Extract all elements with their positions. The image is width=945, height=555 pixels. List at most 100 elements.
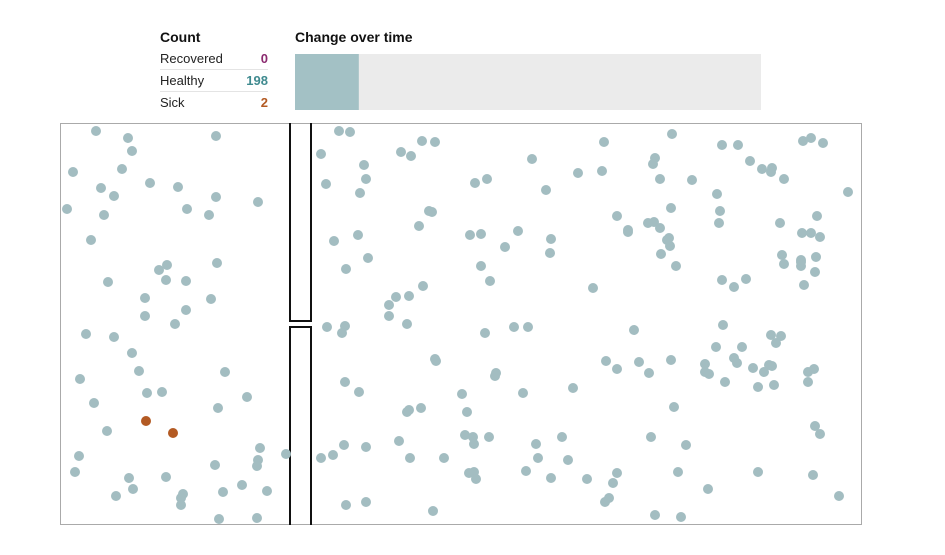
healthy-dot xyxy=(655,223,665,233)
healthy-dot xyxy=(797,228,807,238)
healthy-dot xyxy=(753,467,763,477)
healthy-dot xyxy=(75,374,85,384)
healthy-dot xyxy=(597,166,607,176)
healthy-label: Healthy xyxy=(160,73,205,88)
healthy-dot xyxy=(89,398,99,408)
healthy-dot xyxy=(109,332,119,342)
healthy-dot xyxy=(361,442,371,452)
healthy-dot xyxy=(834,491,844,501)
healthy-dot xyxy=(812,211,822,221)
healthy-dot xyxy=(417,136,427,146)
healthy-dot xyxy=(612,468,622,478)
healthy-dot xyxy=(662,235,672,245)
healthy-dot xyxy=(86,235,96,245)
healthy-dot xyxy=(717,275,727,285)
healthy-dot xyxy=(252,461,262,471)
healthy-dot xyxy=(161,275,171,285)
healthy-dot xyxy=(531,439,541,449)
healthy-dot xyxy=(253,197,263,207)
healthy-dot xyxy=(384,311,394,321)
healthy-dot xyxy=(391,292,401,302)
healthy-dot xyxy=(545,248,555,258)
healthy-dot xyxy=(717,140,727,150)
healthy-dot xyxy=(796,255,806,265)
healthy-dot xyxy=(176,493,186,503)
timeline-background xyxy=(295,54,761,110)
healthy-dot xyxy=(204,210,214,220)
healthy-dot xyxy=(416,403,426,413)
healthy-dot xyxy=(213,403,223,413)
healthy-dot xyxy=(237,480,247,490)
healthy-dot xyxy=(815,232,825,242)
healthy-dot xyxy=(111,491,121,501)
healthy-dot xyxy=(809,364,819,374)
healthy-dot xyxy=(262,486,272,496)
healthy-dot xyxy=(748,363,758,373)
healthy-dot xyxy=(176,500,186,510)
healthy-dot xyxy=(212,258,222,268)
healthy-dot xyxy=(777,250,787,260)
healthy-dot xyxy=(321,179,331,189)
healthy-dot xyxy=(757,164,767,174)
healthy-dot xyxy=(601,356,611,366)
simulation-area xyxy=(60,123,862,525)
healthy-dot xyxy=(588,283,598,293)
healthy-dot xyxy=(334,126,344,136)
healthy-dot xyxy=(712,189,722,199)
healthy-dot xyxy=(322,322,332,332)
healthy-dot xyxy=(134,366,144,376)
healthy-dot xyxy=(775,218,785,228)
healthy-dot xyxy=(206,294,216,304)
healthy-dot xyxy=(810,267,820,277)
healthy-dot xyxy=(157,387,167,397)
healthy-dot xyxy=(361,174,371,184)
healthy-dot xyxy=(779,259,789,269)
healthy-dot xyxy=(211,192,221,202)
healthy-dot xyxy=(329,236,339,246)
healthy-dot xyxy=(340,377,350,387)
healthy-dot xyxy=(711,342,721,352)
sick-dot xyxy=(141,416,151,426)
healthy-dot xyxy=(102,426,112,436)
healthy-dot xyxy=(68,167,78,177)
healthy-dot xyxy=(612,211,622,221)
sick-label: Sick xyxy=(160,95,185,110)
healthy-dot xyxy=(666,203,676,213)
change-title: Change over time xyxy=(295,29,413,45)
healthy-dot xyxy=(666,355,676,365)
healthy-dot xyxy=(568,383,578,393)
barrier-wall-top xyxy=(289,123,312,322)
sick-dot xyxy=(168,428,178,438)
healthy-dot xyxy=(123,133,133,143)
healthy-dot xyxy=(810,421,820,431)
healthy-dot xyxy=(214,514,224,524)
change-over-time-bar xyxy=(295,54,761,110)
healthy-dot xyxy=(142,388,152,398)
population-dots xyxy=(62,126,853,524)
healthy-dot xyxy=(521,466,531,476)
healthy-dot xyxy=(766,330,776,340)
healthy-dot xyxy=(96,183,106,193)
healthy-dot xyxy=(414,221,424,231)
healthy-dot xyxy=(644,368,654,378)
healthy-dot xyxy=(803,377,813,387)
healthy-dot xyxy=(676,512,686,522)
healthy-dot xyxy=(546,473,556,483)
healthy-dot xyxy=(341,264,351,274)
healthy-dot xyxy=(500,242,510,252)
healthy-dot xyxy=(418,281,428,291)
healthy-dot xyxy=(485,276,495,286)
healthy-dot xyxy=(769,380,779,390)
healthy-dot xyxy=(428,506,438,516)
healthy-dot xyxy=(460,430,470,440)
healthy-dot xyxy=(669,402,679,412)
healthy-dot xyxy=(806,133,816,143)
healthy-dot xyxy=(62,204,72,214)
change-panel: Change over time xyxy=(295,28,761,48)
healthy-dot xyxy=(337,328,347,338)
healthy-dot xyxy=(128,484,138,494)
recovered-value: 0 xyxy=(260,51,268,66)
healthy-dot xyxy=(612,364,622,374)
healthy-dot xyxy=(181,276,191,286)
sick-value: 2 xyxy=(260,95,268,110)
